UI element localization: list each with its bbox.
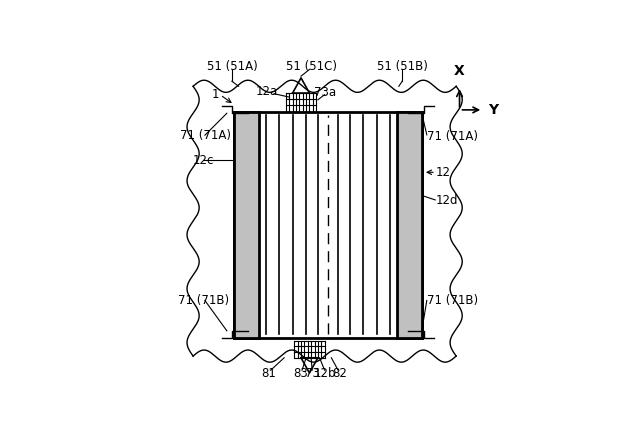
Bar xyxy=(234,112,422,338)
Text: 12b: 12b xyxy=(314,367,336,380)
Text: 71 (71A): 71 (71A) xyxy=(180,129,230,141)
Text: 73: 73 xyxy=(305,367,319,380)
Text: 83: 83 xyxy=(294,367,308,380)
Text: 51 (51A): 51 (51A) xyxy=(207,60,257,73)
Text: 81: 81 xyxy=(262,367,276,380)
Bar xyxy=(397,112,422,338)
Bar xyxy=(234,112,259,338)
Text: 12: 12 xyxy=(436,166,451,179)
Text: 51 (51C): 51 (51C) xyxy=(285,60,337,73)
Text: 12c: 12c xyxy=(193,154,214,167)
Text: 71 (71A): 71 (71A) xyxy=(428,131,479,143)
Text: 12a: 12a xyxy=(256,85,278,98)
Text: 12d: 12d xyxy=(436,194,458,208)
Text: 73a: 73a xyxy=(314,86,336,99)
Text: X: X xyxy=(454,64,465,78)
Text: 71 (71B): 71 (71B) xyxy=(178,294,229,307)
Text: 51 (51B): 51 (51B) xyxy=(377,60,428,73)
Text: 71 (71B): 71 (71B) xyxy=(428,294,479,307)
Text: 1: 1 xyxy=(211,88,219,101)
Text: Y: Y xyxy=(488,103,499,117)
Text: 82: 82 xyxy=(332,367,348,380)
